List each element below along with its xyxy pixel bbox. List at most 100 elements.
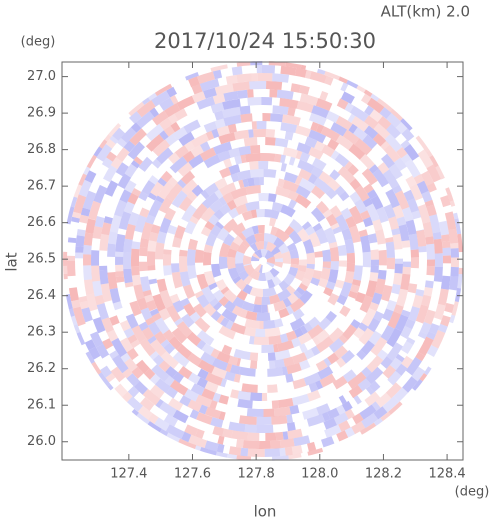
echo-cell	[253, 336, 270, 346]
echo-cell	[347, 164, 359, 176]
echo-cell	[451, 301, 463, 317]
echo-cell	[290, 83, 301, 93]
echo-cell	[218, 325, 236, 340]
echo-cell	[274, 258, 284, 263]
echo-cell	[328, 241, 338, 249]
echo-cell	[119, 320, 131, 332]
echo-cell	[88, 346, 101, 360]
echo-cell	[242, 178, 249, 188]
echo-cell	[344, 238, 355, 254]
echo-cell	[306, 252, 316, 265]
echo-cell	[292, 308, 305, 321]
echo-cell	[370, 259, 380, 266]
echo-cell	[160, 339, 170, 348]
echo-cell	[321, 144, 335, 158]
echo-cell	[316, 336, 334, 353]
echo-cell	[145, 123, 164, 141]
echo-cell	[336, 404, 346, 415]
echo-cell	[284, 225, 295, 236]
echo-cell	[310, 166, 324, 178]
echo-cell	[298, 259, 308, 266]
echo-cell	[104, 180, 119, 197]
echo-cell	[131, 160, 140, 169]
echo-cell	[188, 76, 200, 88]
echo-cell	[167, 224, 178, 235]
echo-cell	[214, 118, 226, 129]
echo-cell	[269, 217, 277, 227]
echo-cell	[181, 313, 195, 328]
echo-cell	[261, 296, 271, 306]
y-tick-label: 26.8	[27, 142, 56, 157]
echo-cell	[429, 214, 441, 234]
echo-cell	[63, 265, 68, 275]
echo-cell	[310, 277, 320, 286]
echo-cell	[197, 359, 215, 374]
x-tick-label: 128.0	[301, 467, 338, 482]
echo-cell	[245, 310, 258, 321]
echo-cell	[335, 214, 349, 231]
echo-cell	[124, 357, 138, 372]
echo-cell	[277, 340, 294, 352]
echo-cell	[75, 235, 85, 247]
echo-cell	[235, 263, 246, 274]
echo-cell	[205, 372, 223, 386]
y-axis-label: lat	[3, 252, 21, 271]
echo-cell	[280, 162, 287, 172]
echo-cell	[228, 446, 242, 456]
echo-cell	[402, 266, 411, 275]
echo-cell	[329, 246, 340, 262]
echo-cell	[385, 241, 395, 258]
echo-cell	[94, 294, 105, 306]
echo-cell	[147, 251, 156, 266]
echo-cell	[193, 303, 207, 318]
echo-cell	[262, 112, 271, 122]
echo-cell	[280, 65, 297, 76]
echo-cell	[166, 86, 177, 98]
echo-cell	[268, 335, 282, 345]
echo-cell	[283, 273, 296, 286]
echo-cell	[227, 123, 237, 134]
echo-cell	[249, 161, 259, 170]
echo-cell	[228, 207, 239, 219]
echo-cell	[308, 146, 324, 160]
echo-cell	[80, 207, 91, 217]
echo-cell	[308, 382, 319, 393]
echo-cell	[256, 249, 263, 258]
echo-cell	[198, 404, 208, 415]
echo-cell	[176, 344, 193, 360]
echo-cell	[400, 341, 414, 354]
echo-cell	[111, 337, 128, 358]
echo-cell	[94, 216, 105, 228]
echo-cell	[340, 91, 355, 104]
echo-cell	[289, 219, 304, 234]
echo-cell	[369, 380, 381, 393]
echo-cell	[336, 430, 349, 442]
echo-cell	[115, 271, 124, 277]
echo-cell	[228, 147, 241, 158]
echo-cell	[355, 292, 366, 304]
echo-cell	[388, 163, 403, 180]
echo-cell	[215, 221, 224, 230]
echo-cell	[416, 180, 429, 195]
echo-cell	[370, 249, 379, 260]
echo-cell	[383, 144, 401, 163]
echo-cell	[127, 386, 140, 398]
echo-cell	[79, 300, 89, 310]
echo-cell	[203, 121, 218, 133]
echo-cell	[223, 158, 233, 169]
echo-cell	[172, 300, 185, 313]
echo-cell	[267, 384, 278, 393]
echo-cell	[247, 448, 265, 458]
echo-cell	[440, 315, 451, 327]
echo-cell	[166, 386, 178, 399]
echo-cell	[328, 269, 339, 284]
echo-cell	[174, 108, 188, 121]
echo-cell	[288, 156, 296, 166]
echo-cell	[371, 401, 381, 411]
echo-cell	[364, 115, 379, 130]
echo-cell	[217, 150, 231, 162]
echo-cell	[274, 261, 283, 268]
echo-cell	[373, 406, 388, 420]
echo-cell	[393, 272, 403, 286]
echo-cell	[183, 119, 201, 134]
